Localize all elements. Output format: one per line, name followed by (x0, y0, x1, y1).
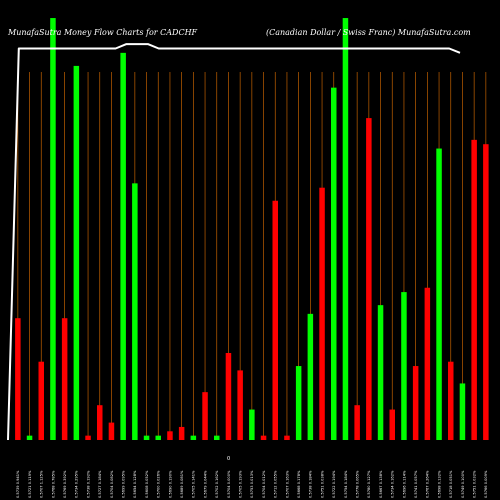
tick-label: 0.5738 0.184% (309, 470, 313, 498)
tick-label: 0.5751 0.038% (320, 470, 324, 498)
flow-line (7, 43, 461, 441)
tick-label: 0.5668 0.178% (297, 470, 301, 498)
bar (331, 87, 337, 441)
tick-label: 0.5734 0.162% (391, 470, 395, 498)
bars (15, 18, 489, 441)
tick-label: 0.5702 0.162% (215, 470, 219, 498)
bar (377, 305, 384, 440)
bar (50, 18, 56, 441)
bar (307, 313, 314, 440)
tick-label: 0.5753 0.013% (250, 470, 254, 498)
tick-label: 0.5722 0.194% (332, 470, 336, 498)
bar (459, 383, 466, 440)
tick-label: 0.5704 0.012% (262, 470, 266, 498)
bar (15, 318, 21, 440)
bar (483, 144, 489, 440)
tick-label: 0.5707 0.163% (285, 470, 289, 498)
bar (225, 353, 232, 440)
bar (401, 292, 407, 440)
bar (85, 435, 91, 440)
tick-label: 0.5679 0.044% (203, 470, 207, 498)
bar (202, 392, 208, 440)
tick-label: 0.5768 0.785% (51, 470, 55, 498)
bar (354, 405, 360, 440)
tick-label: 0.5751 0.032% (472, 470, 476, 498)
tick-label: 0.5705 0.193% (238, 470, 242, 498)
bar (178, 426, 185, 440)
tick-label: 0.5766 0.009% (484, 470, 488, 498)
bar (214, 435, 220, 440)
tick-label: 0.5696 0.114% (402, 470, 406, 498)
tick-label: 0.5741 0.057% (414, 470, 418, 498)
bar (366, 118, 372, 440)
bar (342, 18, 349, 441)
bar (26, 435, 33, 440)
bar (295, 366, 302, 440)
bar (284, 435, 290, 440)
bar (143, 435, 150, 440)
chart-title: MunafaSutra Money Flow Charts for CADCHF (7, 28, 198, 37)
tick-label: 0.5707 1.125% (40, 470, 44, 498)
bar (73, 65, 80, 441)
tick-label: 0.5712 0.055% (274, 470, 278, 498)
chart-subtitle: (Canadian Dollar / Swiss Franc) MunafaSu… (266, 28, 471, 37)
tick-label: 0.5727 0.184% (98, 470, 102, 498)
bar (471, 139, 477, 440)
tick-label: 0.5704 0.082% (110, 470, 114, 498)
tick-label: 0.5608 0.052% (145, 470, 149, 498)
tick-label: 0.5705 0.141% (192, 470, 196, 498)
bar (424, 287, 431, 440)
bar (448, 361, 454, 440)
axis-marker: 0 (227, 456, 230, 462)
tick-label: 0.5739 0.941% (16, 470, 20, 498)
bar (319, 187, 325, 440)
bar (155, 435, 161, 440)
bar (190, 435, 197, 440)
bar (61, 318, 68, 440)
bar (97, 405, 103, 440)
tick-label: 0.5769 0.392% (63, 470, 67, 498)
tick-label: 0.5778 0.065% (355, 470, 359, 498)
tick-label: 0.5654 0.128% (133, 470, 137, 498)
bar (167, 431, 173, 440)
tick-label: 0.5700 0.026% (157, 470, 161, 498)
bar (249, 409, 255, 440)
tick-label: 0.5734 0.295% (75, 470, 79, 498)
tick-label: 0.5699 0.095% (121, 470, 125, 498)
bar (108, 422, 115, 440)
tick-label: 0.5738 0.192% (86, 470, 90, 498)
bar (389, 409, 395, 440)
money-flow-line (7, 43, 461, 441)
tick-labels: 0.5739 0.941% 0.5721 0.119% 0.5707 1.125% 0… (16, 470, 488, 498)
tick-label: 0.5718 0.051% (449, 470, 453, 498)
tick-label: 0.5698 0.132% (437, 470, 441, 498)
tick-label: 0.5780 0.127% (367, 470, 371, 498)
bar (38, 361, 44, 440)
tick-label: 0.5690 0.190% (168, 470, 172, 498)
tick-label: 0.5749 0.100% (461, 470, 465, 498)
tick-label: 0.5667 0.138% (379, 470, 383, 498)
bar (436, 148, 442, 441)
bar (120, 52, 126, 440)
bar (272, 200, 278, 440)
tick-label: 0.5704 0.000% (227, 470, 231, 498)
bar (237, 370, 243, 440)
tick-label: 0.5689 0.081% (180, 470, 184, 498)
bar (412, 366, 419, 440)
bar (132, 183, 138, 440)
tick-label: 0.5767 0.264% (426, 470, 430, 498)
bar (260, 435, 267, 440)
tick-label: 0.5754 0.184% (344, 470, 348, 498)
tick-label: 0.5721 0.119% (28, 470, 32, 498)
